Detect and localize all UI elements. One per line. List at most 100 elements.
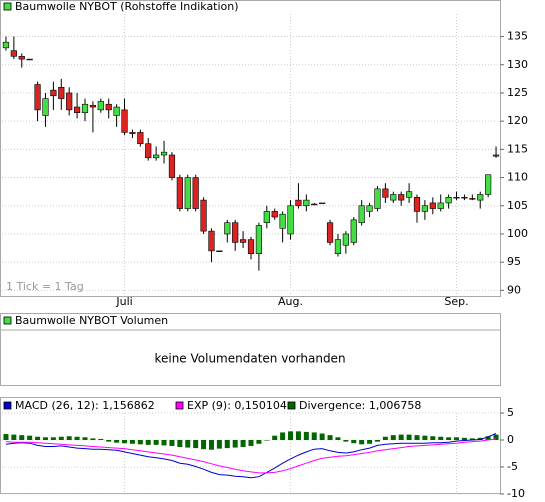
candle-body [137,132,144,145]
legend-swatch [3,2,12,11]
divergence-bar [74,436,80,440]
candle-body [239,239,247,243]
divergence-bar [177,440,183,448]
y-tick-label: -5 [507,460,518,473]
divergence-bar [319,433,325,440]
legend-label: MACD (26, 12): 1,156862 [15,399,155,412]
divergence-bar [335,437,341,440]
divergence-bar [169,440,175,446]
divergence-bar [454,437,460,440]
candle-body [200,199,207,232]
candle-body [326,222,334,243]
divergence-bar [232,440,238,448]
y-tick-label: -10 [507,487,525,500]
indicator-line [5,433,497,479]
divergence-bar [382,436,388,440]
candle-body [485,174,492,195]
legend-swatch [287,401,296,410]
candle-body [113,106,120,116]
divergence-bar [145,440,151,445]
divergence-bar [11,434,17,440]
candle-body [192,177,199,209]
macd-frame [0,397,501,494]
candle-body [271,211,278,218]
candle-body [153,154,160,159]
candle-body [42,98,49,116]
candle-body [255,225,263,255]
divergence-bar [422,435,428,440]
indicator-line [5,438,497,474]
divergence-bar [398,434,404,440]
y-tick-label: 95 [507,255,521,268]
candle-body [66,92,73,111]
candle-body [445,197,452,204]
candle-body [366,205,373,212]
candle-body [176,177,183,209]
candle-body [97,101,104,111]
legend-label: Baumwolle NYBOT (Rohstoffe Indikation) [15,0,239,13]
divergence-bar [248,440,254,446]
divergence-bar [390,435,396,440]
candle-body [429,202,436,209]
divergence-bar [327,435,333,440]
divergence-bar [446,437,452,440]
divergence-bar [303,431,309,440]
divergence-bar [58,436,64,440]
x-tick-label: Sep. [444,295,468,308]
divergence-bar [493,434,499,440]
candle-body [160,151,168,156]
divergence-bar [430,436,436,440]
candle-body [421,205,429,212]
legend-label: EXP (9): 0,150104 [187,399,287,412]
y-tick-label: 0 [507,433,514,446]
divergence-bar [406,434,412,440]
candle-body [34,84,41,111]
volume-frame [0,313,501,386]
divergence-bar [19,435,25,440]
candle-body [263,211,270,223]
divergence-bar [82,437,88,440]
y-tick-label: 105 [507,199,528,212]
divergence-bar [374,440,380,442]
candle-body [287,205,294,235]
x-tick-label: Juli [115,295,132,308]
divergence-bar [153,440,159,445]
divergence-bar [114,440,120,443]
y-tick-label: 90 [507,283,521,296]
candle-body [413,197,421,212]
x-tick-label: Aug. [278,295,303,308]
y-tick-label: 130 [507,58,528,71]
candle-body [405,191,413,198]
legend-label: Baumwolle NYBOT Volumen [15,314,168,327]
divergence-bar [414,435,420,440]
divergence-bar [461,437,467,440]
y-tick-label: 110 [507,171,528,184]
candle-body [247,239,255,255]
candle-body [350,219,357,243]
legend-swatch [3,316,12,325]
candle-body [105,103,112,111]
candle-body [2,41,10,49]
candle-body [295,199,302,207]
candle-body [374,188,381,209]
candle-body [10,50,17,57]
candle-body [279,213,286,229]
candle-body [358,205,365,223]
candle-body [469,198,476,200]
divergence-bar [98,438,104,440]
divergence-bar [35,436,41,440]
candle-body [26,58,33,61]
candle-body [319,202,326,205]
divergence-bar [50,437,56,440]
divergence-bar [224,440,230,449]
divergence-bar [485,436,491,440]
candle-body [129,132,136,134]
candle-body [311,203,318,206]
candle-body [216,250,223,252]
candle-body [477,194,484,201]
candle-body [18,55,25,60]
divergence-bar [106,440,112,442]
divergence-bar [185,440,191,448]
candle-body [208,230,215,252]
